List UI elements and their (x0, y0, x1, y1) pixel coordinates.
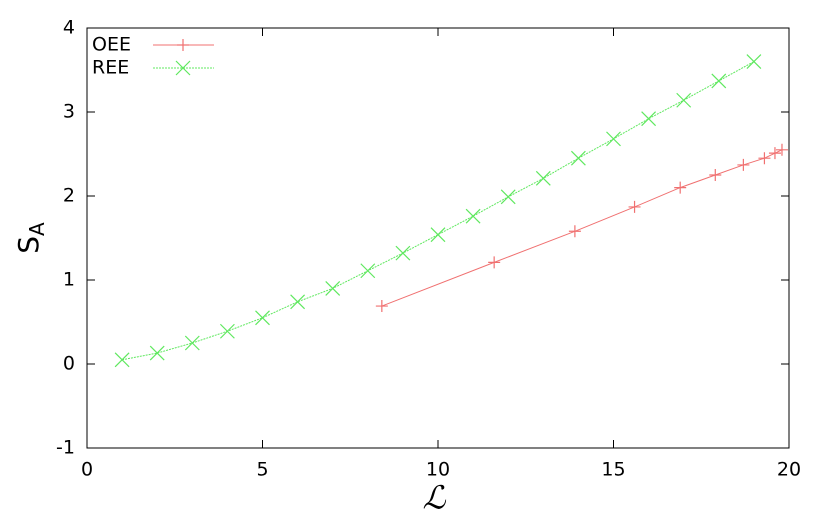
x-tick-label: 5 (256, 459, 268, 481)
y-tick-label: 0 (63, 353, 75, 375)
x-tick-label: 0 (81, 459, 93, 481)
point-marker (768, 147, 781, 160)
point-marker (709, 169, 722, 181)
point-marker (628, 200, 641, 213)
point-marker (737, 158, 750, 171)
legend-marker (175, 60, 191, 76)
point-marker (746, 54, 762, 70)
y-axis-label: SA (12, 222, 49, 254)
point-marker (149, 345, 165, 361)
legend-label: REE (92, 57, 129, 79)
y-tick-label: -1 (56, 437, 75, 459)
point-marker (395, 245, 411, 261)
point-marker (219, 323, 235, 339)
point-marker (184, 335, 200, 351)
point-marker (465, 208, 481, 224)
point-marker (500, 189, 516, 205)
point-marker (375, 300, 388, 313)
y-tick-label: 3 (63, 101, 75, 123)
x-axis-label: ℒ (422, 479, 446, 517)
point-marker (290, 294, 306, 310)
point-marker (568, 225, 581, 238)
plot-frame (86, 27, 790, 449)
point-marker (114, 352, 130, 368)
point-marker (535, 170, 551, 186)
legend-label: OEE (92, 34, 131, 56)
point-marker (325, 280, 341, 296)
point-marker (360, 263, 376, 279)
point-marker (711, 73, 727, 89)
series-line (381, 149, 783, 307)
x-tick-label: 10 (426, 459, 450, 481)
point-marker (758, 152, 771, 165)
point-marker (775, 143, 788, 156)
point-marker (570, 150, 586, 166)
y-tick-label: 4 (63, 17, 75, 39)
legend-marker (177, 39, 189, 51)
point-marker (606, 131, 621, 147)
point-marker (674, 181, 687, 194)
y-tick-label: 1 (63, 269, 75, 291)
point-marker (255, 310, 270, 326)
point-marker (641, 111, 657, 127)
series-line (122, 61, 755, 361)
y-label-main: S (12, 236, 45, 254)
point-marker (488, 256, 501, 269)
point-marker (676, 92, 692, 108)
y-label-sub: A (25, 222, 49, 236)
x-tick-label: 20 (777, 459, 801, 481)
y-tick-label: 2 (63, 185, 75, 207)
x-tick-label: 15 (601, 459, 625, 481)
point-marker (430, 227, 446, 243)
